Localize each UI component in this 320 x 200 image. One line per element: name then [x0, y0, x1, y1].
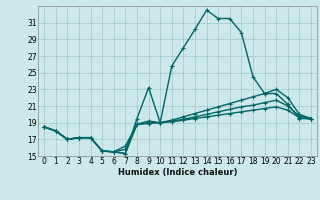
X-axis label: Humidex (Indice chaleur): Humidex (Indice chaleur) — [118, 168, 237, 177]
